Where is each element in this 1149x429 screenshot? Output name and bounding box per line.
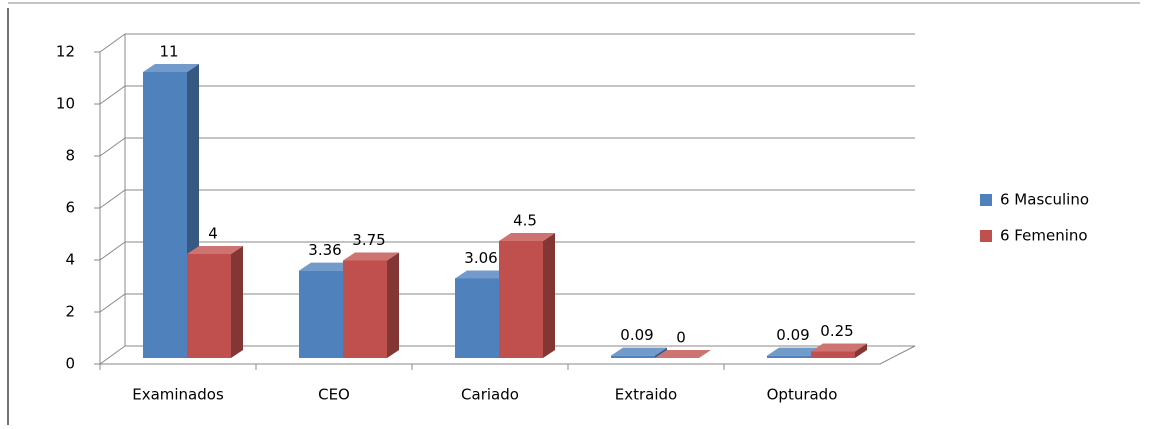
value-label: 3.36: [308, 241, 341, 259]
bar-side: [855, 343, 867, 358]
bar-top: [655, 350, 711, 358]
x-tick-label: Cariado: [461, 386, 519, 404]
bar-top: [187, 246, 243, 254]
value-label: 0.25: [820, 322, 853, 340]
value-label: 3.75: [352, 231, 385, 249]
y-tick-label: 4: [65, 251, 75, 269]
bar-top: [299, 262, 355, 271]
side-grid-line: [99, 85, 126, 105]
bar-top: [455, 270, 511, 279]
side-grid-line: [99, 33, 126, 53]
x-tick-label: Opturado: [767, 386, 838, 404]
legend-label: 6 Masculino: [1000, 191, 1089, 209]
legend-swatch: [980, 194, 992, 206]
value-label: 4.5: [513, 212, 537, 230]
bar-front: [767, 355, 811, 358]
bar-front: [299, 270, 343, 358]
side-grid-line: [99, 293, 126, 313]
y-tick-label: 8: [65, 147, 75, 165]
value-label: 3.06: [464, 249, 497, 267]
bar-front: [187, 254, 231, 358]
bar-front: [499, 241, 543, 358]
y-tick-label: 0: [65, 355, 75, 373]
y-tick-label: 2: [65, 303, 75, 321]
bar: [811, 343, 867, 358]
side-grid-line: [99, 345, 126, 365]
bar-side: [231, 246, 243, 358]
bar: [343, 252, 399, 358]
bar: [499, 233, 555, 358]
value-label: 11: [159, 43, 178, 61]
value-label: 0: [676, 329, 686, 347]
bar: [655, 350, 711, 358]
bar-top: [143, 64, 199, 72]
y-tick-label: 10: [56, 95, 75, 113]
floor-edge: [100, 345, 916, 365]
legend-swatch: [980, 230, 992, 242]
bar-top: [611, 347, 667, 356]
bar: [611, 347, 667, 358]
y-tick-label: 12: [56, 43, 75, 61]
legend-label: 6 Femenino: [1000, 227, 1088, 245]
bar-top: [343, 252, 399, 261]
bar-front: [143, 72, 187, 358]
bar-front: [343, 260, 387, 358]
x-tick-label: CEO: [318, 386, 350, 404]
bar-side: [543, 233, 555, 358]
value-label: 4: [208, 225, 218, 243]
x-tick-label: Examinados: [132, 386, 224, 404]
bar-front: [455, 278, 499, 358]
bar-side: [655, 347, 667, 358]
bar-front: [811, 351, 855, 358]
side-grid-line: [99, 137, 126, 157]
bar: [187, 246, 243, 358]
bar-top: [767, 347, 823, 356]
value-label: 0.09: [776, 326, 809, 344]
bar-side: [387, 252, 399, 358]
x-tick-label: Extraido: [615, 386, 677, 404]
y-tick-label: 6: [65, 199, 75, 217]
value-label: 0.09: [620, 326, 653, 344]
bar-top: [499, 233, 555, 241]
side-grid-line: [99, 241, 126, 261]
side-grid-line: [99, 189, 126, 209]
bar-top: [811, 343, 867, 352]
bar-front: [611, 355, 655, 358]
